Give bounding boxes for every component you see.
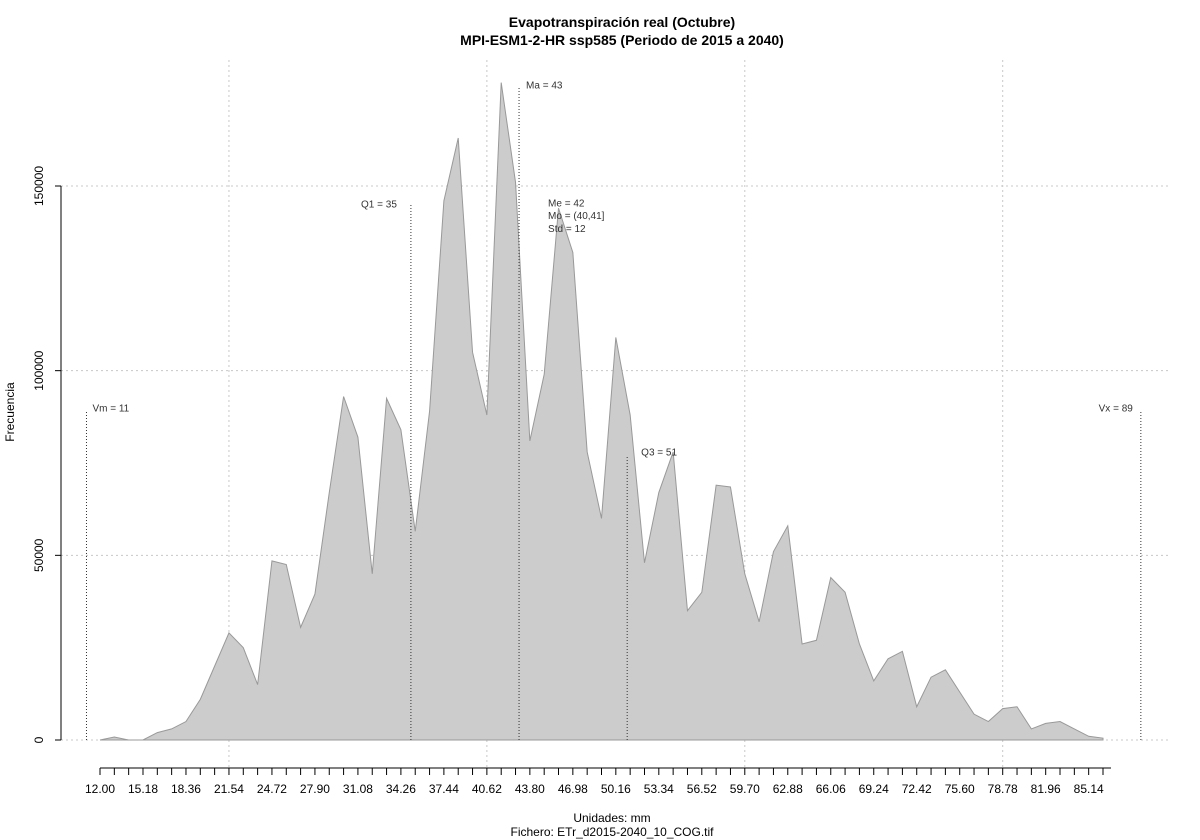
x-tick-label: 62.88 (773, 782, 803, 796)
x-tick-label: 66.06 (816, 782, 846, 796)
x-tick-label: 37.44 (429, 782, 459, 796)
y-tick-label: 150000 (32, 166, 46, 206)
source-file-label: Fichero: ETr_d2015-2040_10_COG.tif (511, 825, 715, 839)
y-tick-label: 50000 (32, 538, 46, 572)
stat-annotation-5: Std = 12 (548, 224, 586, 235)
chart-subtitle: MPI-ESM1-2-HR ssp585 (Periodo de 2015 a … (460, 32, 784, 48)
x-tick-label: 18.36 (171, 782, 201, 796)
x-tick-label: 75.60 (945, 782, 975, 796)
x-tick-label: 34.26 (386, 782, 416, 796)
y-tick-label: 0 (32, 736, 46, 743)
stat-annotation-6: Q3 = 51 (641, 448, 677, 459)
stat-lines-layer: Vm = 11 Q1 = 35 Ma = 43 Me = 42 Mo = (40,41]… (85, 80, 1142, 740)
stat-annotation-7: Vx = 89 (1099, 403, 1134, 414)
x-tick-label: 43.80 (515, 782, 545, 796)
stat-annotation-0: Vm = 11 (92, 403, 129, 414)
y-tick-label: 100000 (32, 350, 46, 390)
chart-title: Evapotranspiración real (Octubre) (509, 14, 735, 30)
x-tick-label: 69.24 (859, 782, 889, 796)
stat-annotation-2: Ma = 43 (526, 80, 563, 91)
stat-annotation-3: Me = 42 (548, 198, 585, 209)
x-tick-label: 24.72 (257, 782, 287, 796)
x-tick-label: 50.16 (601, 782, 631, 796)
x-tick-label: 53.34 (644, 782, 674, 796)
x-tick-label: 15.18 (128, 782, 158, 796)
x-tick-label: 85.14 (1074, 782, 1104, 796)
x-tick-label: 31.08 (343, 782, 373, 796)
x-tick-label: 59.70 (730, 782, 760, 796)
x-tick-label: 72.42 (902, 782, 932, 796)
x-tick-label: 40.62 (472, 782, 502, 796)
x-tick-label: 56.52 (687, 782, 717, 796)
frequency-area (99, 82, 1104, 741)
x-tick-label: 81.96 (1031, 782, 1061, 796)
x-tick-label: 21.54 (214, 782, 244, 796)
x-tick-label: 27.90 (300, 782, 330, 796)
y-axis-label: Frecuencia (3, 382, 17, 442)
area-layer (99, 82, 1104, 741)
stat-annotation-4: Mo = (40,41] (548, 211, 605, 222)
x-axis-label: Unidades: mm (573, 811, 650, 825)
stat-annotation-1: Q1 = 35 (361, 199, 397, 210)
x-tick-label: 12.00 (85, 782, 115, 796)
x-tick-label: 46.98 (558, 782, 588, 796)
axes-layer: 0 50000 100000 150000 12.00 15.18 18.36 21.54 24… (32, 166, 1111, 796)
x-tick-label: 78.78 (988, 782, 1018, 796)
